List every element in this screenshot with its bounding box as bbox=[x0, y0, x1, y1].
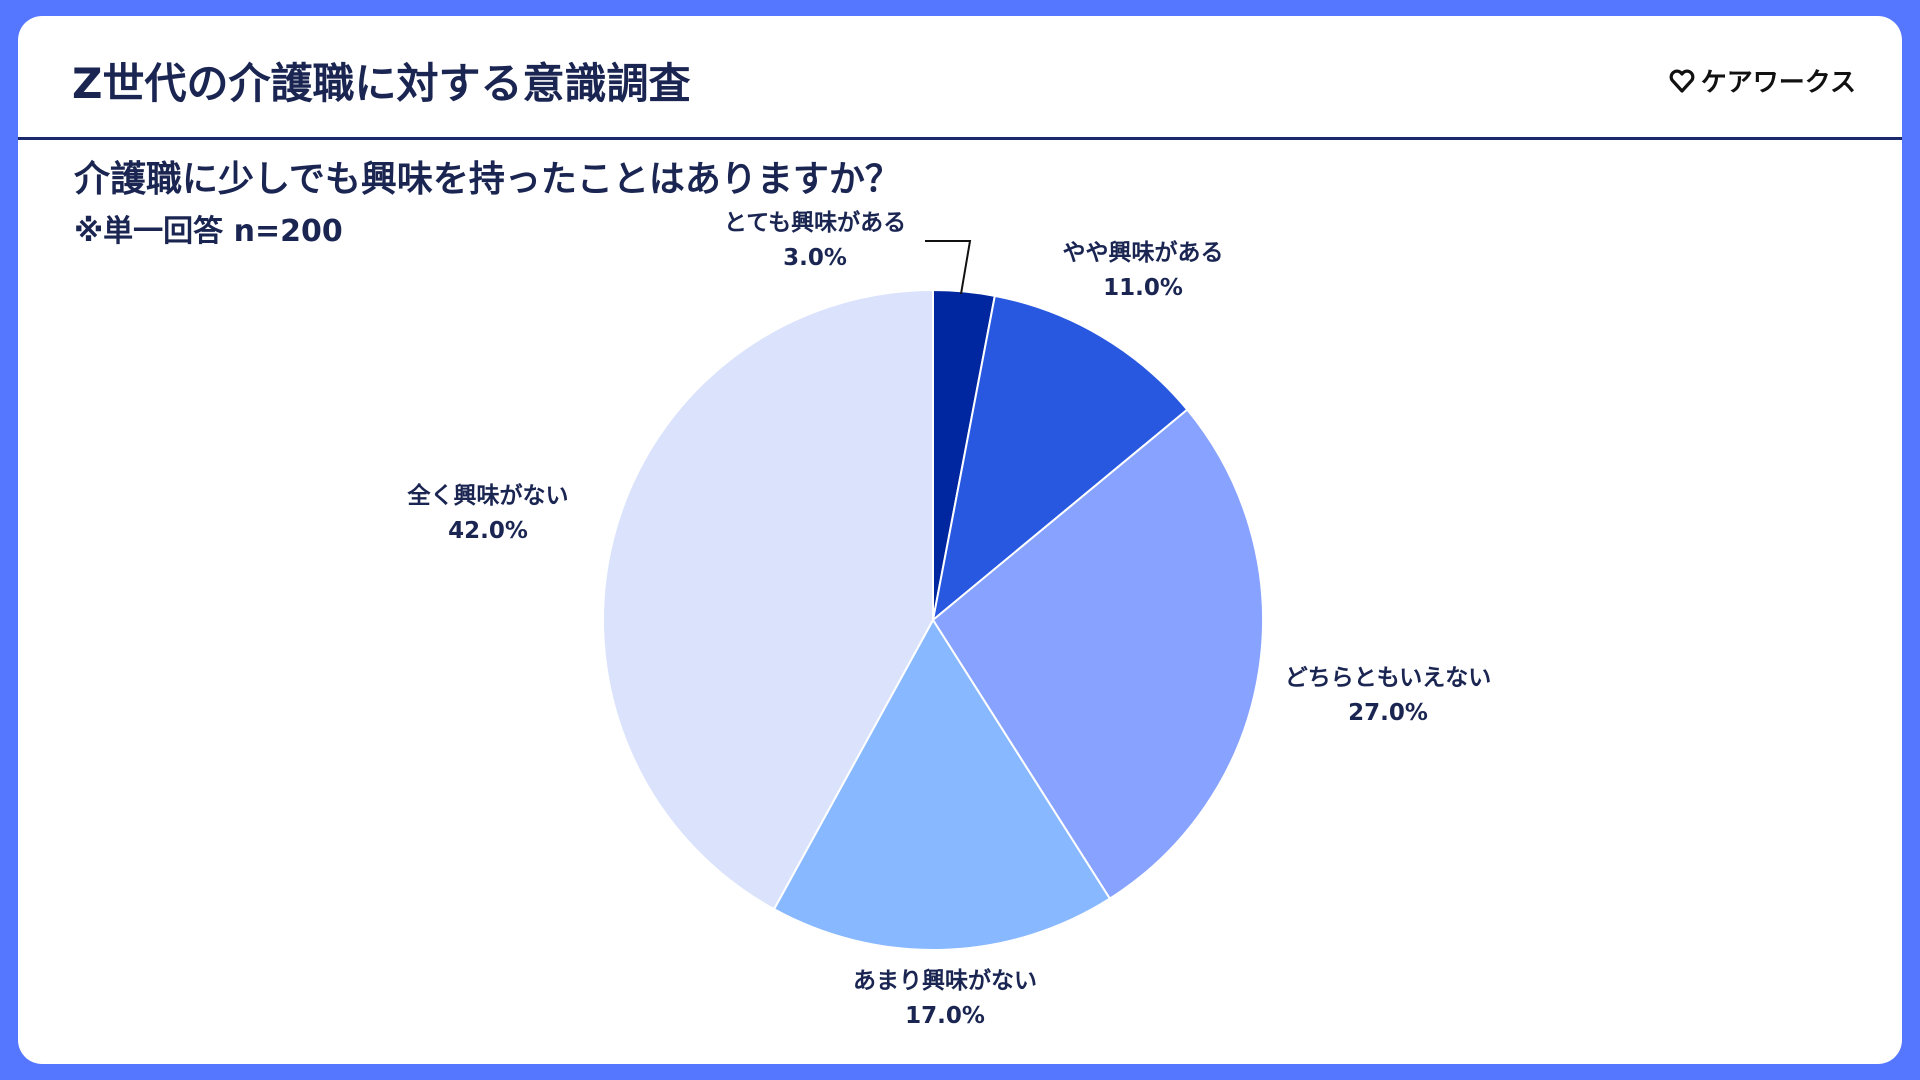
slice-label: どちらともいえない bbox=[1285, 665, 1492, 691]
slice-label: 全く興味がない bbox=[407, 482, 569, 509]
slice-value-label: 17.0% bbox=[905, 1003, 985, 1029]
pie-slice bbox=[602, 288, 934, 911]
brand-name: ケアワークス bbox=[1700, 68, 1856, 98]
slice-value-label: 42.0% bbox=[448, 518, 528, 544]
page-title: Z世代の介護職に対する意識調査 bbox=[72, 59, 691, 108]
sample-note: ※単一回答 n=200 bbox=[74, 214, 343, 249]
slice-label: とても興味がある bbox=[724, 209, 906, 236]
pie-slice bbox=[931, 294, 1189, 623]
slice-value-label: 11.0% bbox=[1103, 275, 1183, 301]
header-bar: Z世代の介護職に対する意識調査 ケアワークス bbox=[18, 16, 1902, 140]
pie-slice bbox=[772, 618, 1112, 951]
slice-label: あまり興味がない bbox=[853, 967, 1037, 994]
brand-logo: ケアワークス bbox=[1669, 62, 1856, 99]
leader-line bbox=[925, 240, 972, 295]
slice-label: やや興味がある bbox=[1063, 239, 1224, 266]
slice-value-label: 27.0% bbox=[1348, 700, 1428, 726]
slice-value-label: 3.0% bbox=[783, 245, 847, 271]
heart-icon bbox=[1669, 69, 1695, 93]
pie-slice bbox=[931, 408, 1264, 901]
question-text: 介護職に少しでも興味を持ったことはありますか？ bbox=[74, 159, 901, 200]
